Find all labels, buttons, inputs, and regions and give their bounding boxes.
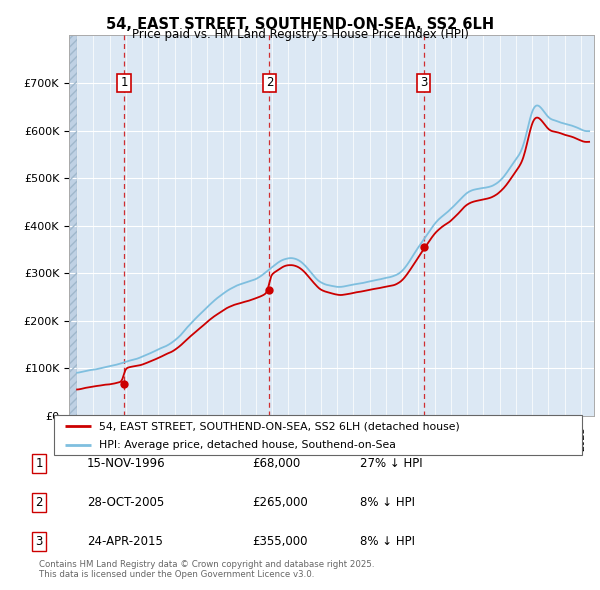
Text: 15-NOV-1996: 15-NOV-1996 — [87, 457, 166, 470]
Text: 8% ↓ HPI: 8% ↓ HPI — [360, 535, 415, 548]
Text: Price paid vs. HM Land Registry's House Price Index (HPI): Price paid vs. HM Land Registry's House … — [131, 28, 469, 41]
Text: 28-OCT-2005: 28-OCT-2005 — [87, 496, 164, 509]
Text: HPI: Average price, detached house, Southend-on-Sea: HPI: Average price, detached house, Sout… — [99, 440, 396, 450]
FancyBboxPatch shape — [54, 415, 582, 455]
Bar — [69, 35, 77, 416]
Text: 1: 1 — [35, 457, 43, 470]
Text: 24-APR-2015: 24-APR-2015 — [87, 535, 163, 548]
Text: 54, EAST STREET, SOUTHEND-ON-SEA, SS2 6LH (detached house): 54, EAST STREET, SOUTHEND-ON-SEA, SS2 6L… — [99, 421, 460, 431]
Text: 2: 2 — [35, 496, 43, 509]
Text: Contains HM Land Registry data © Crown copyright and database right 2025.
This d: Contains HM Land Registry data © Crown c… — [39, 560, 374, 579]
Text: 27% ↓ HPI: 27% ↓ HPI — [360, 457, 422, 470]
Text: 8% ↓ HPI: 8% ↓ HPI — [360, 496, 415, 509]
Text: 54, EAST STREET, SOUTHEND-ON-SEA, SS2 6LH: 54, EAST STREET, SOUTHEND-ON-SEA, SS2 6L… — [106, 17, 494, 31]
Text: 1: 1 — [120, 77, 128, 90]
Text: £265,000: £265,000 — [252, 496, 308, 509]
Text: 3: 3 — [35, 535, 43, 548]
Text: £68,000: £68,000 — [252, 457, 300, 470]
Bar — [69, 35, 77, 416]
Text: 3: 3 — [420, 77, 427, 90]
Text: £355,000: £355,000 — [252, 535, 308, 548]
Bar — [69, 35, 77, 416]
Text: 2: 2 — [266, 77, 273, 90]
